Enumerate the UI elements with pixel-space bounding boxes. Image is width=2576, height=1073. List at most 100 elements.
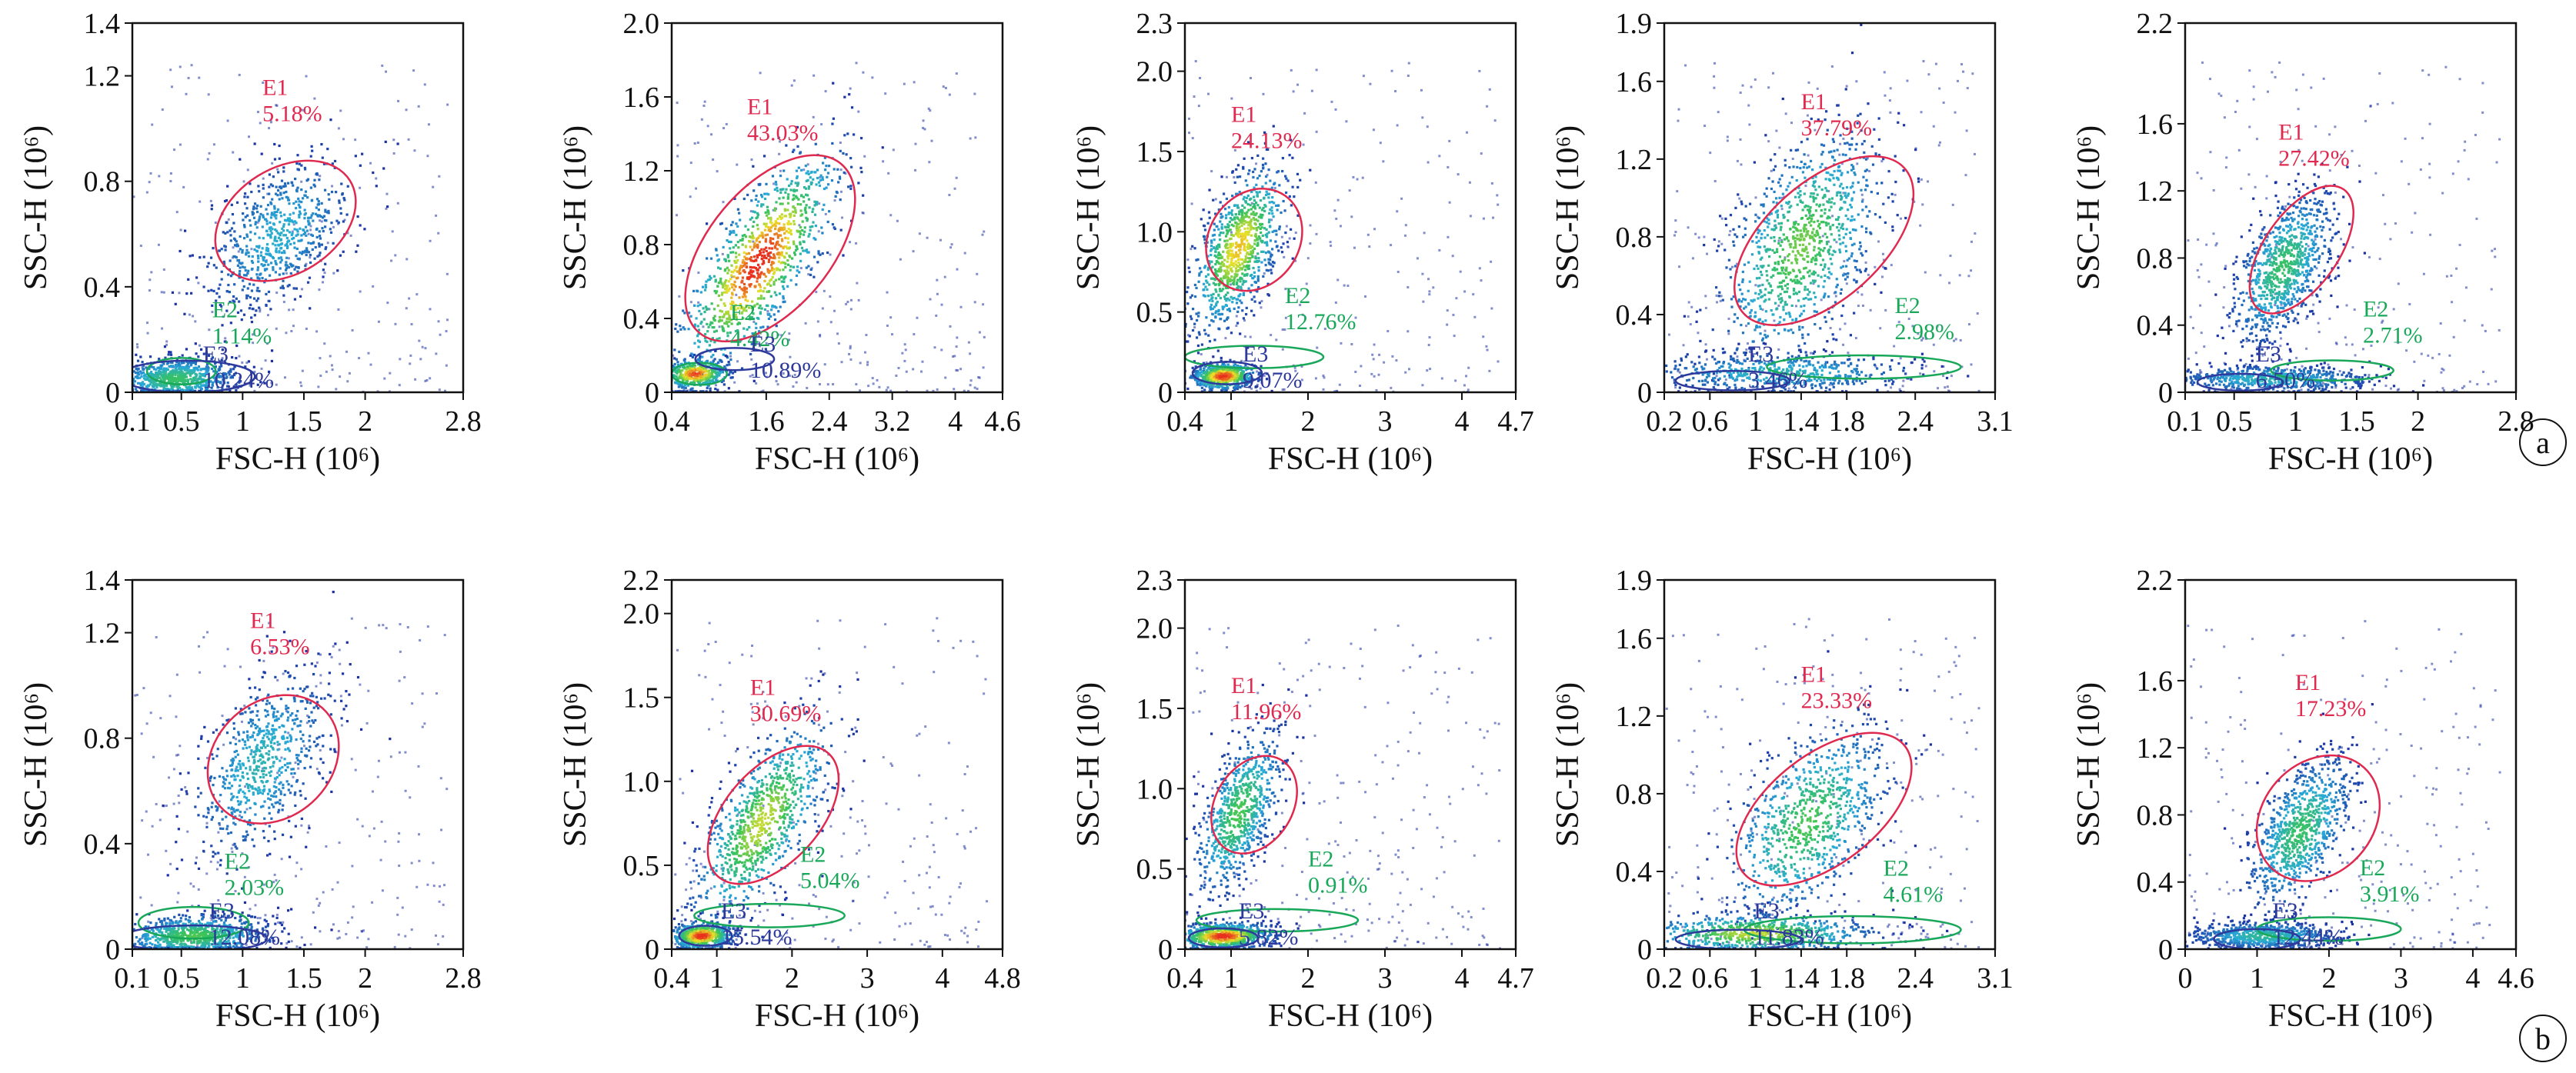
x-tick-label: 2: [2411, 405, 2425, 438]
gate-percent-e2: 5.04%: [800, 868, 860, 893]
x-tick-label: 0.4: [1166, 405, 1203, 438]
gate-e2: [137, 905, 250, 940]
gate-label-e3: E3: [203, 342, 229, 367]
y-tick-label: 1.2: [2137, 732, 2174, 765]
gate-label-e1: E1: [1231, 102, 1256, 127]
gate-percent-e3: 12.44%: [2272, 925, 2344, 950]
y-tick-label: 0.4: [1616, 856, 1653, 888]
x-tick-label: 1: [1224, 405, 1239, 438]
plot-frame: [670, 22, 1004, 394]
x-tick-label: 1.8: [1828, 962, 1865, 995]
gate-e1: [1733, 155, 1915, 326]
gate-e2: [672, 362, 728, 386]
gate-percent-e3: 10.89%: [750, 358, 822, 383]
gate-label-e2: E2: [1884, 856, 1909, 881]
gate-e1: [2255, 754, 2381, 882]
x-tick-label: 2.4: [811, 405, 848, 438]
y-tick-label: 1.0: [623, 766, 660, 798]
gate-percent-e1: 30.69%: [750, 701, 822, 726]
y-tick-label: 2.3: [1136, 565, 1173, 597]
event-cloud: [1185, 60, 1500, 392]
gate-label-e1: E1: [1801, 661, 1827, 687]
plot-frame: [2184, 22, 2518, 394]
y-tick-label: 1.9: [1616, 8, 1653, 40]
gate-e1: [2248, 185, 2354, 315]
x-axis-title: FSC-H (10⁶): [1747, 998, 1912, 1034]
x-tick-label: 4.6: [984, 405, 1021, 438]
gate-label-e3: E3: [721, 898, 746, 924]
gate-label-e1: E1: [750, 675, 776, 700]
y-tick-label: 0: [1637, 934, 1652, 966]
x-tick-label: 4.6: [2498, 962, 2534, 995]
y-axis-title: SSC-H (10⁶): [1071, 125, 1106, 290]
x-tick-label: 0.4: [1166, 962, 1203, 995]
x-tick-label: 0.1: [2167, 405, 2204, 438]
gate-percent-e3: 5.82%: [1239, 925, 1299, 950]
x-tick-label: 2.8: [2498, 405, 2534, 438]
y-tick-label: 2.2: [623, 565, 660, 597]
gate-e3: [1674, 369, 1791, 392]
event-cloud: [1664, 618, 1980, 949]
gate-e2: [1195, 908, 1360, 933]
x-tick-label: 1: [235, 405, 250, 438]
gate-label-e2: E2: [730, 300, 756, 325]
x-tick-label: 0.5: [2216, 405, 2253, 438]
y-tick-label: 0.4: [2137, 867, 2174, 899]
gate-percent-e3: 15.54%: [721, 925, 792, 950]
x-tick-label: 0.2: [1646, 405, 1683, 438]
x-tick-label: 2.8: [445, 962, 482, 995]
x-tick-label: 1: [2250, 962, 2264, 995]
x-tick-label: 4: [948, 405, 963, 438]
gate-percent-e3: 9.07%: [1243, 368, 1303, 393]
y-tick-label: 2.0: [623, 598, 660, 631]
y-tick-label: 1.6: [623, 82, 660, 114]
y-tick-label: 0.4: [2137, 310, 2174, 342]
y-tick-label: 0.8: [2137, 242, 2174, 275]
y-axis-title: SSC-H (10⁶): [2071, 125, 2107, 290]
gate-percent-e1: 17.23%: [2295, 696, 2367, 721]
x-tick-label: 0: [2178, 962, 2193, 995]
x-axis-title: FSC-H (10⁶): [215, 442, 380, 477]
gate-percent-e1: 24.13%: [1231, 128, 1303, 153]
x-tick-label: 2: [785, 962, 799, 995]
gate-label-e2: E2: [1894, 293, 1920, 318]
gate-percent-e1: 11.96%: [1231, 699, 1301, 725]
x-axis-title: FSC-H (10⁶): [2268, 442, 2433, 477]
x-tick-label: 0.5: [163, 405, 200, 438]
gate-e2: [145, 357, 217, 385]
gate-percent-e2: 4.61%: [1884, 882, 1944, 908]
y-tick-label: 1.5: [623, 682, 660, 715]
gate-label-e3: E3: [2256, 342, 2281, 367]
y-tick-label: 0.4: [84, 272, 121, 304]
y-tick-label: 0: [105, 377, 120, 409]
gate-percent-e2: 2.03%: [225, 875, 285, 901]
gate-percent-e3: 12.08%: [209, 925, 281, 950]
event-cloud: [132, 64, 449, 392]
gate-label-e3: E3: [2272, 898, 2297, 924]
y-tick-label: 2.0: [1136, 56, 1173, 88]
plot-frame: [2184, 578, 2518, 951]
y-tick-label: 1.2: [1616, 701, 1653, 733]
gate-percent-e1: 5.18%: [262, 102, 322, 127]
x-tick-label: 4: [1455, 405, 1470, 438]
x-tick-label: 4: [1455, 962, 1470, 995]
y-tick-label: 0: [2158, 377, 2173, 409]
gate-label-e1: E1: [747, 95, 772, 120]
plot-frame: [1183, 22, 1517, 394]
event-cloud: [1185, 624, 1501, 949]
y-tick-label: 0.5: [1136, 297, 1173, 329]
gate-label-e3: E3: [1753, 898, 1779, 924]
x-tick-label: 4.8: [984, 962, 1021, 995]
gate-label-e2: E2: [212, 298, 238, 323]
y-tick-label: 1.2: [623, 155, 660, 188]
gate-e3: [2196, 372, 2284, 392]
x-axis-title: FSC-H (10⁶): [1268, 442, 1433, 477]
y-axis-title: SSC-H (10⁶): [18, 125, 54, 290]
